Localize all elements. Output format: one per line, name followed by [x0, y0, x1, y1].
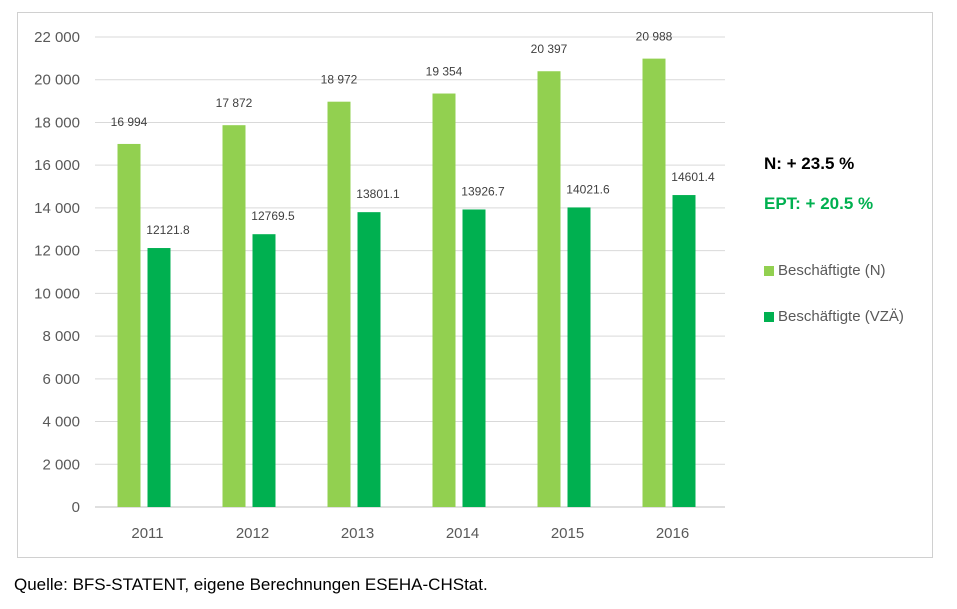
- data-label: 12121.8: [146, 223, 190, 237]
- data-label: 19 354: [426, 65, 463, 79]
- x-tick-label: 2011: [131, 525, 163, 542]
- y-tick-label: 10 000: [34, 285, 80, 302]
- annotation-n: N: + 23.5 %: [764, 154, 855, 173]
- data-label: 16 994: [111, 115, 148, 129]
- data-label: 12769.5: [251, 209, 295, 223]
- legend-swatch: [764, 265, 774, 276]
- y-tick-label: 2 000: [42, 456, 80, 473]
- legend-item-vza: Beschäftigte (VZÄ): [764, 308, 904, 325]
- data-label: 14601.4: [671, 170, 715, 184]
- x-tick-label: 2012: [236, 525, 269, 542]
- legend-label: Beschäftigte (N): [778, 262, 886, 279]
- data-label: 18 972: [321, 73, 358, 87]
- bar-vza: [357, 212, 381, 507]
- data-label: 17 872: [216, 96, 253, 110]
- bar-n: [327, 101, 351, 508]
- y-tick-label: 20 000: [34, 72, 80, 89]
- data-label: 13801.1: [356, 187, 400, 201]
- data-label: 20 988: [636, 30, 673, 44]
- bar-vza: [462, 209, 486, 508]
- source-note: Quelle: BFS-STATENT, eigene Berechnungen…: [14, 575, 488, 594]
- bar-n: [117, 143, 141, 508]
- legend-item-n: Beschäftigte (N): [764, 262, 886, 279]
- bar-vza: [567, 207, 591, 507]
- y-tick-label: 6 000: [42, 371, 80, 388]
- y-tick-label: 14 000: [34, 200, 80, 217]
- bar-n: [432, 93, 456, 507]
- x-tick-label: 2014: [446, 525, 479, 542]
- y-tick-label: 8 000: [42, 328, 80, 345]
- legend-label: Beschäftigte (VZÄ): [778, 308, 904, 325]
- y-tick-label: 4 000: [42, 414, 80, 431]
- annotation-ept: EPT: + 20.5 %: [764, 194, 874, 213]
- y-tick-label: 0: [72, 499, 80, 516]
- y-tick-label: 12 000: [34, 243, 80, 260]
- legend-swatch: [764, 311, 774, 322]
- bar-vza: [252, 234, 276, 507]
- data-label: 13926.7: [461, 184, 505, 198]
- bar-vza: [147, 248, 171, 507]
- x-tick-label: 2013: [341, 525, 374, 542]
- bar-n: [642, 58, 666, 508]
- x-tick-label: 2016: [656, 525, 689, 542]
- bar-n: [537, 71, 561, 507]
- x-tick-label: 2015: [551, 525, 584, 542]
- data-label: 14021.6: [566, 182, 610, 196]
- bar-vza: [672, 195, 696, 507]
- y-tick-label: 22 000: [34, 29, 80, 46]
- data-label: 20 397: [531, 42, 568, 56]
- y-tick-label: 16 000: [34, 157, 80, 174]
- y-tick-label: 18 000: [34, 114, 80, 131]
- bar-n: [222, 125, 246, 508]
